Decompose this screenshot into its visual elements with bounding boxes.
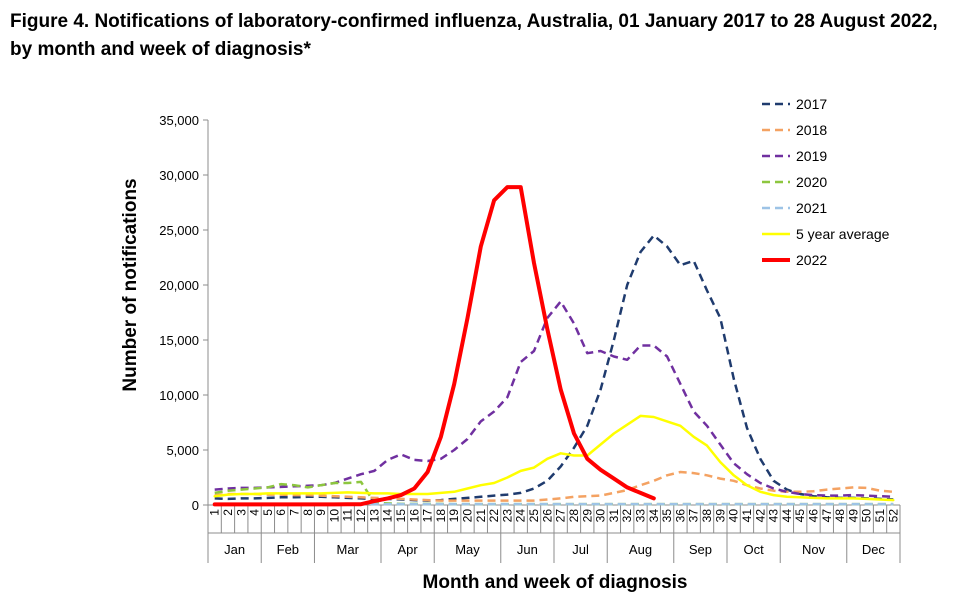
week-tick-label: 23	[500, 509, 514, 523]
week-tick-label: 45	[793, 509, 807, 523]
week-tick-label: 32	[620, 509, 634, 523]
week-tick-label: 34	[647, 509, 661, 523]
week-tick-label: 52	[886, 509, 900, 523]
week-tick-label: 51	[873, 509, 887, 523]
y-tick-label: 30,000	[159, 168, 199, 183]
week-tick-label: 11	[341, 509, 355, 522]
legend-label: 2018	[796, 122, 827, 138]
month-label: Aug	[629, 542, 652, 557]
y-axis-title: Number of notifications	[120, 178, 141, 391]
month-label: Jul	[572, 542, 589, 557]
month-label: Sep	[689, 542, 712, 557]
week-tick-label: 1	[208, 509, 222, 516]
week-tick-label: 7	[288, 509, 302, 516]
month-label: Feb	[277, 542, 299, 557]
week-tick-label: 48	[833, 509, 847, 523]
x-axis-ticks: 1 2 3 4 5 6 7 8 9 10 11 12 13 14 15 16 17 18 19 20 21 22 23 24 2…	[207, 505, 901, 533]
week-tick-label: 44	[780, 509, 794, 523]
legend-label: 5 year average	[796, 226, 890, 242]
week-tick-label: 35	[660, 509, 674, 523]
week-tick-label: 29	[580, 509, 594, 523]
week-tick-label: 50	[860, 509, 874, 523]
y-tick-label: 25,000	[159, 223, 199, 238]
week-tick-label: 31	[607, 509, 621, 523]
week-tick-label: 36	[673, 509, 687, 523]
month-label: Mar	[337, 542, 360, 557]
x-axis-title: Month and week of diagnosis	[423, 572, 688, 593]
series-lines	[212, 185, 895, 507]
week-tick-label: 16	[407, 509, 421, 523]
week-tick-label: 3	[234, 509, 248, 516]
week-tick-label: 4	[248, 509, 262, 516]
y-tick-label: 5,000	[166, 443, 199, 458]
week-tick-label: 42	[753, 509, 767, 523]
series-line-5-year-average	[213, 414, 895, 502]
month-axis: Jan Feb Mar Apr May Jun Jul Aug Sep Oct Nov Dec	[207, 533, 901, 563]
week-tick-label: 17	[421, 509, 435, 523]
week-tick-label: 13	[367, 509, 381, 523]
week-tick-label: 24	[514, 509, 528, 523]
y-tick-label: 20,000	[159, 278, 199, 293]
week-tick-label: 12	[354, 509, 368, 523]
week-tick-label: 15	[394, 509, 408, 523]
week-tick-label: 38	[700, 509, 714, 523]
week-tick-label: 14	[381, 509, 395, 523]
legend: 2017 2018 2019 2020 2021 5 year average 2022	[762, 96, 890, 268]
week-tick-label: 20	[461, 509, 475, 523]
month-label: Oct	[743, 542, 764, 557]
week-tick-label: 26	[540, 509, 554, 523]
legend-label: 2022	[796, 252, 827, 268]
legend-label: 2019	[796, 148, 827, 164]
week-tick-label: 2	[221, 509, 235, 516]
week-tick-label: 10	[327, 509, 341, 523]
week-tick-label: 6	[274, 509, 288, 516]
week-tick-label: 18	[434, 509, 448, 523]
series-line-2017	[214, 234, 894, 502]
week-tick-label: 28	[567, 509, 581, 523]
week-tick-label: 5	[261, 509, 275, 516]
week-tick-label: 49	[846, 509, 860, 523]
week-tick-label: 30	[594, 509, 608, 523]
week-tick-label: 39	[713, 509, 727, 523]
week-tick-label: 19	[447, 509, 461, 523]
week-tick-label: 46	[807, 509, 821, 523]
week-tick-label: 9	[314, 509, 328, 516]
y-tick-label: 15,000	[159, 333, 199, 348]
week-tick-label: 41	[740, 509, 754, 523]
legend-label: 2020	[796, 174, 827, 190]
y-tick-label: 35,000	[159, 113, 199, 128]
week-tick-label: 8	[301, 509, 315, 516]
week-tick-label: 21	[474, 509, 488, 523]
week-tick-label: 25	[527, 509, 541, 523]
week-tick-label: 40	[727, 509, 741, 523]
week-tick-label: 47	[820, 509, 834, 523]
y-tick-label: 10,000	[159, 388, 199, 403]
y-tick-label: 0	[192, 498, 199, 513]
week-tick-label: 22	[487, 509, 501, 523]
month-label: Nov	[802, 542, 826, 557]
month-label: Jun	[517, 542, 538, 557]
month-label: Apr	[397, 542, 418, 557]
week-tick-label: 27	[554, 509, 568, 523]
week-tick-label: 33	[634, 509, 648, 523]
week-tick-label: 37	[687, 509, 701, 523]
series-line-2018	[214, 470, 894, 502]
legend-label: 2017	[796, 96, 827, 112]
legend-label: 2021	[796, 200, 827, 216]
month-label: Dec	[862, 542, 886, 557]
y-axis-ticks: 0 5,000 10,000 15,000 20,000 25,000 30,000 35,0…	[159, 113, 208, 513]
series-line-2019	[214, 300, 894, 499]
month-label: May	[455, 542, 480, 557]
month-label: Jan	[224, 542, 245, 557]
figure-title: Figure 4. Notifications of laboratory-co…	[10, 11, 938, 60]
series-line-2022	[212, 185, 656, 507]
week-tick-label: 43	[767, 509, 781, 523]
